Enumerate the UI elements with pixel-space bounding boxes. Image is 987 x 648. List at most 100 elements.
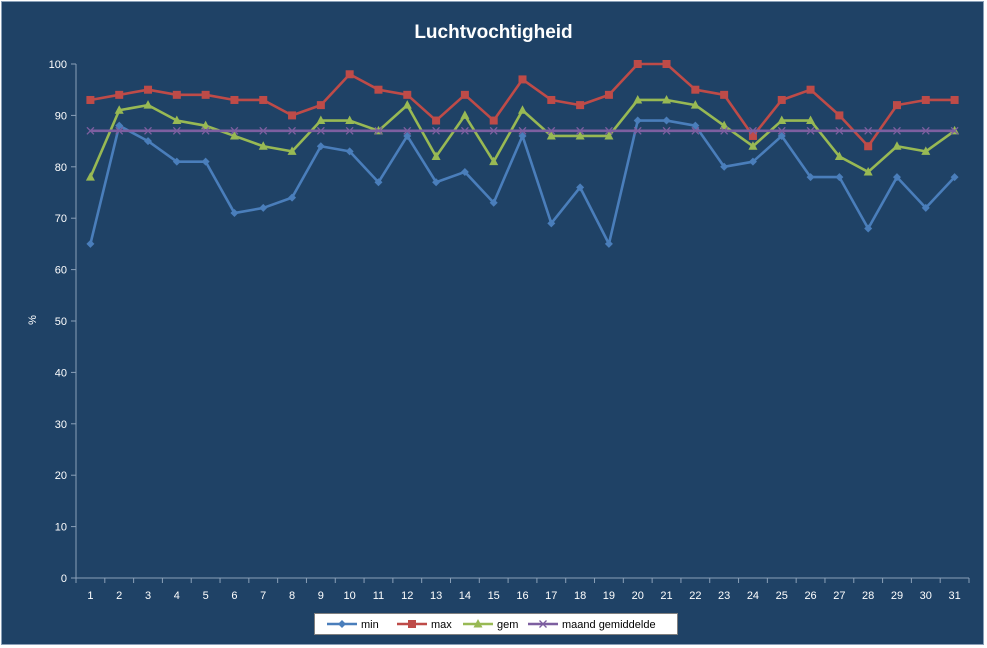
point-maand-gemiddelde bbox=[547, 126, 556, 135]
point-max bbox=[489, 116, 498, 125]
x-tick-label: 5 bbox=[203, 590, 209, 602]
x-tick-label: 2 bbox=[116, 590, 122, 602]
point-gem bbox=[489, 156, 499, 166]
series-gem bbox=[85, 94, 960, 181]
x-marker-stroke bbox=[748, 126, 757, 135]
point-max bbox=[864, 142, 873, 151]
point-max bbox=[892, 101, 901, 110]
point-gem bbox=[546, 130, 556, 140]
point-min bbox=[403, 131, 412, 140]
y-tick-label: 30 bbox=[55, 419, 67, 431]
point-gem bbox=[201, 120, 211, 130]
point-max bbox=[777, 95, 786, 104]
point-min bbox=[748, 157, 757, 166]
point-max bbox=[950, 95, 959, 104]
legend-label: max bbox=[431, 619, 452, 631]
point-max bbox=[345, 70, 354, 79]
point-gem bbox=[402, 100, 412, 109]
point-min bbox=[547, 219, 556, 228]
x-marker-stroke bbox=[835, 126, 844, 135]
x-marker-stroke bbox=[633, 126, 642, 135]
x-tick-label: 23 bbox=[718, 590, 730, 602]
point-min bbox=[835, 173, 844, 182]
x-marker-stroke bbox=[893, 126, 901, 135]
x-marker-stroke bbox=[547, 126, 556, 135]
x-tick-label: 21 bbox=[660, 590, 672, 602]
point-maand-gemiddelde bbox=[86, 126, 95, 135]
legend-entry-maand-gemiddelde: maand gemiddelde bbox=[528, 619, 656, 631]
point-min bbox=[604, 239, 613, 248]
legend: min max gem maand gemiddelde bbox=[314, 613, 678, 635]
point-maand-gemiddelde bbox=[893, 126, 901, 135]
point-max bbox=[403, 90, 412, 99]
x-marker-stroke bbox=[259, 126, 268, 135]
x-tick-label: 13 bbox=[430, 590, 442, 602]
point-gem bbox=[316, 115, 326, 125]
point-min bbox=[691, 121, 700, 130]
point-maand-gemiddelde bbox=[259, 126, 268, 135]
y-tick-label: 50 bbox=[55, 316, 67, 328]
x-marker-stroke bbox=[460, 126, 469, 135]
point-min bbox=[777, 131, 786, 140]
point-max bbox=[86, 95, 95, 104]
point-max bbox=[432, 116, 441, 125]
point-min bbox=[864, 224, 873, 233]
x-tick-label: 30 bbox=[920, 590, 932, 602]
chart-title: Luchtvochtigheid bbox=[414, 22, 573, 43]
legend-svg: min max gem maand gemiddelde bbox=[327, 619, 656, 631]
legend-entry-min: min bbox=[327, 619, 379, 631]
point-maand-gemiddelde bbox=[460, 126, 469, 135]
x-tick-label: 14 bbox=[459, 590, 471, 602]
point-maand-gemiddelde bbox=[950, 126, 959, 135]
point-min bbox=[230, 209, 239, 218]
legend-swatch-marker bbox=[338, 620, 346, 628]
point-gem bbox=[575, 130, 585, 140]
point-max bbox=[691, 85, 700, 94]
x-marker-stroke bbox=[345, 126, 354, 135]
point-maand-gemiddelde bbox=[748, 126, 757, 135]
point-max bbox=[921, 95, 930, 104]
point-max bbox=[144, 85, 153, 94]
point-min bbox=[86, 239, 95, 248]
point-gem bbox=[85, 172, 95, 181]
point-min bbox=[460, 167, 469, 176]
point-gem bbox=[431, 151, 441, 161]
point-gem bbox=[777, 115, 787, 125]
point-gem bbox=[921, 146, 931, 155]
x-tick-label: 16 bbox=[516, 590, 528, 602]
point-maand-gemiddelde bbox=[864, 126, 873, 135]
x-tick-label: 7 bbox=[260, 590, 266, 602]
x-marker-stroke bbox=[403, 126, 412, 135]
x-tick-label: 24 bbox=[747, 590, 759, 602]
series-min bbox=[86, 116, 959, 248]
point-maand-gemiddelde bbox=[691, 126, 700, 135]
x-marker-stroke bbox=[230, 126, 239, 135]
point-gem bbox=[633, 94, 643, 104]
y-tick-label: 0 bbox=[61, 573, 67, 585]
x-tick-label: 29 bbox=[891, 590, 903, 602]
x-marker-stroke bbox=[864, 126, 873, 135]
point-min bbox=[633, 116, 642, 125]
point-gem bbox=[345, 115, 355, 125]
point-maand-gemiddelde bbox=[921, 126, 930, 135]
x-tick-label: 17 bbox=[545, 590, 557, 602]
y-tick-label: 80 bbox=[55, 162, 67, 174]
point-max bbox=[201, 90, 210, 99]
x-marker-stroke bbox=[950, 126, 959, 135]
point-maand-gemiddelde bbox=[720, 126, 729, 135]
point-max bbox=[288, 111, 297, 120]
point-maand-gemiddelde bbox=[230, 126, 239, 135]
point-maand-gemiddelde bbox=[806, 126, 815, 135]
point-gem bbox=[604, 130, 614, 140]
point-max bbox=[259, 95, 268, 104]
point-min bbox=[115, 121, 124, 130]
y-tick-label: 10 bbox=[55, 522, 67, 534]
point-maand-gemiddelde bbox=[518, 126, 527, 135]
point-gem bbox=[287, 146, 297, 155]
point-min bbox=[662, 116, 671, 125]
legend-entry-max: max bbox=[397, 619, 452, 631]
x-tick-label: 27 bbox=[833, 590, 845, 602]
point-gem bbox=[690, 100, 700, 109]
